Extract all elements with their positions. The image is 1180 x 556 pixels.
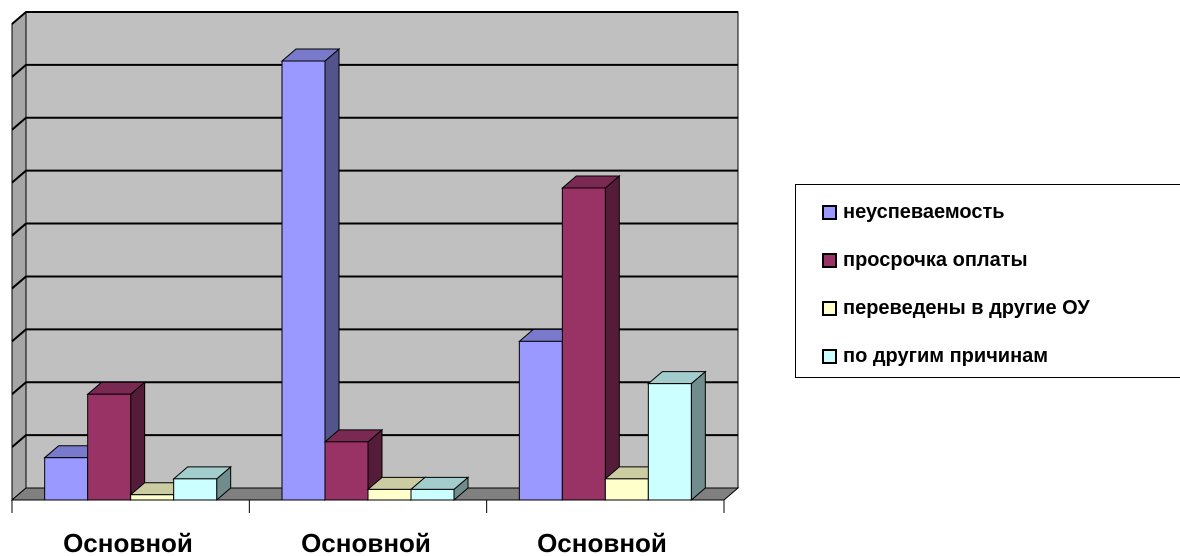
legend-item-1: неуспеваемость — [822, 201, 1005, 224]
gridline — [11, 434, 738, 448]
bar-side — [690, 370, 706, 502]
bar-front — [561, 187, 606, 501]
legend: неуспеваемость просрочка оплаты переведе… — [795, 184, 1180, 378]
bar-front — [518, 340, 563, 501]
bar-front — [410, 488, 455, 501]
bar-front — [647, 383, 692, 501]
legend-label-3: переведены в другие ОУ — [843, 297, 1090, 319]
category-label-3: Основной — [537, 528, 667, 556]
legend-label-4: по другим причинам — [843, 345, 1049, 367]
legend-item-3: переведены в другие ОУ — [822, 297, 1090, 320]
bar-side — [604, 174, 620, 502]
legend-swatch-2 — [822, 253, 837, 268]
legend-swatch-4 — [822, 349, 837, 364]
chart: Основной Основной Основной — [10, 10, 740, 556]
legend-label-1: неуспеваемость — [843, 201, 1005, 223]
bars — [43, 47, 707, 502]
bar-front — [281, 60, 326, 501]
gridline — [11, 169, 738, 184]
x-axis — [11, 499, 725, 513]
legend-item-4: по другим причинам — [822, 345, 1048, 368]
bar — [409, 476, 470, 502]
legend-label-2: просрочка оплаты — [843, 249, 1028, 271]
bar-front — [173, 478, 218, 501]
category-labels: Основной Основной Основной — [63, 528, 667, 556]
bar — [86, 381, 147, 502]
bar-front — [367, 488, 412, 501]
legend-item-2: просрочка оплаты — [822, 249, 1028, 272]
legend-swatch-1 — [822, 205, 837, 220]
bar — [646, 370, 707, 502]
gridline — [11, 11, 738, 25]
side-wall — [11, 10, 27, 502]
gridline — [11, 222, 738, 237]
gridlines — [11, 11, 738, 448]
bar-side — [130, 381, 146, 502]
bar-front — [44, 457, 89, 501]
category-label-2: Основной — [301, 528, 431, 556]
bar-front — [324, 441, 369, 501]
gridline — [11, 275, 738, 290]
bar-front — [87, 393, 132, 501]
bar-front — [130, 494, 175, 501]
category-label-1: Основной — [63, 528, 193, 556]
gridline — [11, 328, 738, 343]
gridline — [11, 63, 738, 78]
legend-swatch-3 — [822, 301, 837, 316]
gridline — [11, 116, 738, 131]
gridline — [11, 381, 738, 395]
bar — [560, 174, 621, 502]
bar — [280, 47, 341, 502]
bar-front — [604, 478, 649, 501]
bar — [172, 465, 233, 502]
